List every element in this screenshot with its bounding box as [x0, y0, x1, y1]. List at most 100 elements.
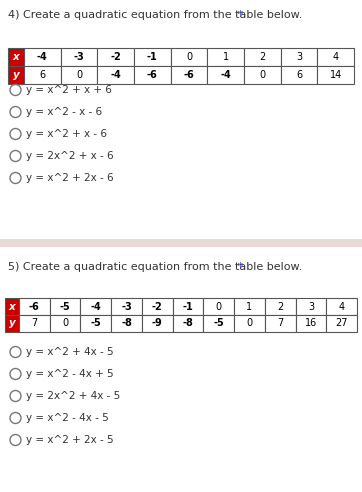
Text: -1: -1: [182, 302, 193, 311]
Bar: [19, 298, 50, 315]
Bar: [207, 66, 244, 84]
Bar: [5, 298, 19, 315]
Text: y: y: [9, 318, 15, 329]
Text: 5) Create a quadratic equation from the table below.: 5) Create a quadratic equation from the …: [8, 262, 302, 272]
Text: -6: -6: [184, 70, 194, 80]
Text: 1: 1: [247, 302, 253, 311]
Text: 1: 1: [223, 52, 229, 62]
Text: y = 2x^2 + 4x - 5: y = 2x^2 + 4x - 5: [26, 391, 120, 401]
Text: y = x^2 + 2x - 6: y = x^2 + 2x - 6: [26, 173, 114, 183]
Text: x: x: [13, 52, 20, 62]
Bar: [234, 315, 265, 332]
Bar: [173, 315, 203, 332]
Text: 2: 2: [259, 52, 265, 62]
Bar: [142, 298, 173, 315]
Text: 0: 0: [247, 318, 253, 329]
Text: -8: -8: [121, 318, 132, 329]
Bar: [171, 66, 207, 84]
Bar: [24, 66, 61, 84]
Bar: [326, 315, 357, 332]
Bar: [24, 48, 61, 66]
Bar: [97, 66, 134, 84]
Text: *: *: [234, 10, 243, 20]
Text: 3: 3: [296, 52, 302, 62]
Bar: [142, 315, 173, 332]
Bar: [317, 66, 354, 84]
Bar: [295, 298, 326, 315]
Text: y = x^2 + x + 6: y = x^2 + x + 6: [26, 85, 112, 95]
Bar: [265, 298, 295, 315]
Bar: [134, 48, 171, 66]
Bar: [203, 298, 234, 315]
Bar: [234, 298, 265, 315]
Bar: [111, 298, 142, 315]
Bar: [50, 298, 80, 315]
Text: -3: -3: [121, 302, 132, 311]
Text: -1: -1: [147, 52, 158, 62]
Bar: [171, 48, 207, 66]
Bar: [295, 315, 326, 332]
Text: 7: 7: [277, 318, 283, 329]
Text: 14: 14: [329, 70, 342, 80]
Text: -6: -6: [29, 302, 40, 311]
Bar: [61, 66, 97, 84]
Text: 0: 0: [186, 52, 192, 62]
Bar: [207, 48, 244, 66]
Bar: [61, 48, 97, 66]
Text: 3: 3: [308, 302, 314, 311]
Text: y: y: [13, 70, 20, 80]
Bar: [317, 48, 354, 66]
Text: -4: -4: [90, 302, 101, 311]
Text: 16: 16: [305, 318, 317, 329]
Text: -2: -2: [152, 302, 163, 311]
Bar: [281, 66, 317, 84]
Bar: [8, 48, 24, 66]
Text: 0: 0: [216, 302, 222, 311]
Bar: [19, 315, 50, 332]
Text: -4: -4: [220, 70, 231, 80]
Text: -8: -8: [182, 318, 193, 329]
Bar: [244, 66, 281, 84]
Bar: [281, 48, 317, 66]
Text: -5: -5: [60, 302, 71, 311]
Bar: [80, 315, 111, 332]
Text: 7: 7: [31, 318, 38, 329]
Text: -9: -9: [152, 318, 163, 329]
Bar: [326, 298, 357, 315]
Text: 0: 0: [76, 70, 82, 80]
Bar: [8, 66, 24, 84]
Bar: [50, 315, 80, 332]
Text: -4: -4: [37, 52, 48, 62]
Text: 4) Create a quadratic equation from the table below.: 4) Create a quadratic equation from the …: [8, 10, 302, 20]
Bar: [265, 315, 295, 332]
Bar: [244, 48, 281, 66]
Text: y = 2x^2 + x - 6: y = 2x^2 + x - 6: [26, 151, 114, 161]
Text: y = x^2 + 2x - 5: y = x^2 + 2x - 5: [26, 435, 114, 445]
Bar: [173, 298, 203, 315]
Text: y = x^2 - 4x - 5: y = x^2 - 4x - 5: [26, 413, 109, 423]
Text: y = x^2 - 4x + 5: y = x^2 - 4x + 5: [26, 369, 114, 379]
Bar: [0, 239, 362, 247]
Text: y = x^2 + x - 6: y = x^2 + x - 6: [26, 129, 107, 139]
Text: *: *: [234, 262, 243, 272]
Bar: [111, 315, 142, 332]
Text: y = x^2 + 4x - 5: y = x^2 + 4x - 5: [26, 347, 114, 357]
Text: -4: -4: [110, 70, 121, 80]
Text: 6: 6: [39, 70, 45, 80]
Text: 0: 0: [259, 70, 265, 80]
Text: y = x^2 - x - 6: y = x^2 - x - 6: [26, 107, 102, 117]
Bar: [5, 315, 19, 332]
Text: 0: 0: [62, 318, 68, 329]
Text: x: x: [9, 302, 15, 311]
Bar: [80, 298, 111, 315]
Bar: [203, 315, 234, 332]
Text: 27: 27: [335, 318, 348, 329]
Text: -3: -3: [73, 52, 84, 62]
Text: 6: 6: [296, 70, 302, 80]
Text: -6: -6: [147, 70, 158, 80]
Text: -5: -5: [90, 318, 101, 329]
Text: 4: 4: [338, 302, 345, 311]
Text: 2: 2: [277, 302, 283, 311]
Text: 4: 4: [333, 52, 339, 62]
Text: -2: -2: [110, 52, 121, 62]
